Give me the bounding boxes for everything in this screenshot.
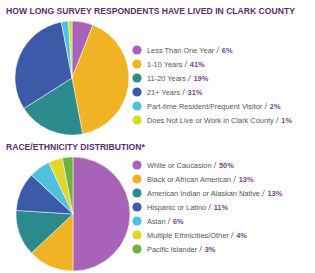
legend-value: 41%: [190, 60, 205, 69]
legend-label: 1-10 Years: [147, 60, 183, 69]
legend-separator: [217, 47, 219, 53]
legend-swatch: [132, 73, 141, 82]
legend-value: 1%: [281, 116, 292, 125]
legend-item: Part-time Resident/Frequent Visitor 2%: [132, 101, 281, 110]
legend-label: 11-20 Years: [147, 74, 186, 83]
legend-item: 21+ Years 31%: [132, 87, 202, 96]
legend-separator: [182, 89, 184, 95]
legend-separator: [188, 75, 190, 81]
legend-swatch: [132, 202, 141, 211]
legend-separator: [209, 204, 211, 210]
legend-item: Asian 6%: [132, 216, 184, 225]
legend-item: Multiple Ethnicities/Other 4%: [132, 230, 247, 239]
legend-label: Less Than One Year: [147, 46, 215, 55]
legend-label: 21+ Years: [147, 88, 180, 97]
pie-slices: [15, 21, 129, 135]
legend-label: Hispanic or Latino: [147, 203, 206, 212]
legend-value: 4%: [236, 231, 247, 240]
chart-title: RACE/ETHNICITY DISTRIBUTION*: [6, 142, 145, 152]
pie-slice: [62, 157, 73, 214]
legend-item: Does Not Live or Work in Clark County 1%: [132, 115, 292, 124]
legend-item: Pacific Islander 3%: [132, 244, 215, 253]
legend-item: Black or African American 13%: [132, 174, 254, 183]
legend-value: 6%: [222, 46, 233, 55]
legend-label: American Indian or Alaskan Native: [147, 189, 260, 198]
legend-separator: [200, 246, 202, 252]
legend-separator: [276, 117, 278, 123]
legend-item: 11-20 Years 19%: [132, 73, 208, 82]
pie-slice: [61, 21, 72, 78]
legend-swatch: [132, 101, 141, 110]
legend-separator: [265, 103, 267, 109]
legend-separator: [185, 61, 187, 67]
legend-label: Part-time Resident/Frequent Visitor: [147, 102, 263, 111]
chart-title: HOW LONG SURVEY RESPONDENTS HAVE LIVED I…: [6, 6, 295, 16]
pie-slice: [68, 21, 72, 78]
pie-chart: RACE/ETHNICITY DISTRIBUTION*White or Cau…: [6, 142, 283, 271]
pie-slice: [16, 210, 73, 253]
legend-swatch: [132, 230, 141, 239]
legend-label: Pacific Islander: [147, 245, 198, 254]
chart-canvas: HOW LONG SURVEY RESPONDENTS HAVE LIVED I…: [0, 0, 315, 273]
legend-value: 6%: [173, 217, 184, 226]
legend-value: 31%: [188, 88, 203, 97]
page: {"chart_data": [ {"type": "pie", "title"…: [0, 0, 315, 273]
legend-swatch: [132, 87, 141, 96]
pie-slice: [15, 22, 72, 109]
legend-item: 1-10 Years 41%: [132, 59, 205, 68]
legend-separator: [234, 176, 236, 182]
legend-item: Less Than One Year 6%: [132, 45, 232, 54]
legend-separator: [262, 190, 264, 196]
legend: Less Than One Year 6% 1-10 Years 41% 11-20 Y…: [132, 45, 292, 124]
pie-slice: [73, 157, 130, 271]
legend-value: 13%: [267, 189, 282, 198]
legend-separator: [168, 218, 170, 224]
legend-separator: [214, 162, 216, 168]
pie-slices: [16, 157, 130, 271]
legend-item: Hispanic or Latino 11%: [132, 202, 228, 211]
legend-label: Does Not Live or Work in Clark County: [147, 116, 274, 125]
legend-label: Black or African American: [147, 175, 231, 184]
legend-swatch: [132, 59, 141, 68]
legend-swatch: [132, 188, 141, 197]
legend-value: 2%: [270, 102, 281, 111]
legend-value: 50%: [219, 161, 234, 170]
legend-separator: [231, 232, 233, 238]
legend-label: Asian: [147, 217, 166, 226]
legend-value: 11%: [214, 203, 229, 212]
pie-slice: [72, 25, 129, 134]
legend-label: Multiple Ethnicities/Other: [147, 231, 229, 240]
legend-swatch: [132, 244, 141, 253]
legend-item: White or Caucasion 50%: [132, 160, 234, 169]
legend-value: 13%: [239, 175, 254, 184]
legend-swatch: [132, 160, 141, 169]
legend-swatch: [132, 174, 141, 183]
legend-swatch: [132, 45, 141, 54]
legend-item: American Indian or Alaskan Native 13%: [132, 188, 282, 197]
legend-value: 3%: [205, 245, 216, 254]
legend-swatch: [132, 115, 141, 124]
legend: White or Caucasion 50% Black or African Am…: [132, 160, 282, 253]
legend-label: White or Caucasion: [147, 161, 212, 170]
legend-value: 19%: [193, 74, 208, 83]
legend-swatch: [132, 216, 141, 225]
pie-chart: HOW LONG SURVEY RESPONDENTS HAVE LIVED I…: [6, 6, 295, 135]
